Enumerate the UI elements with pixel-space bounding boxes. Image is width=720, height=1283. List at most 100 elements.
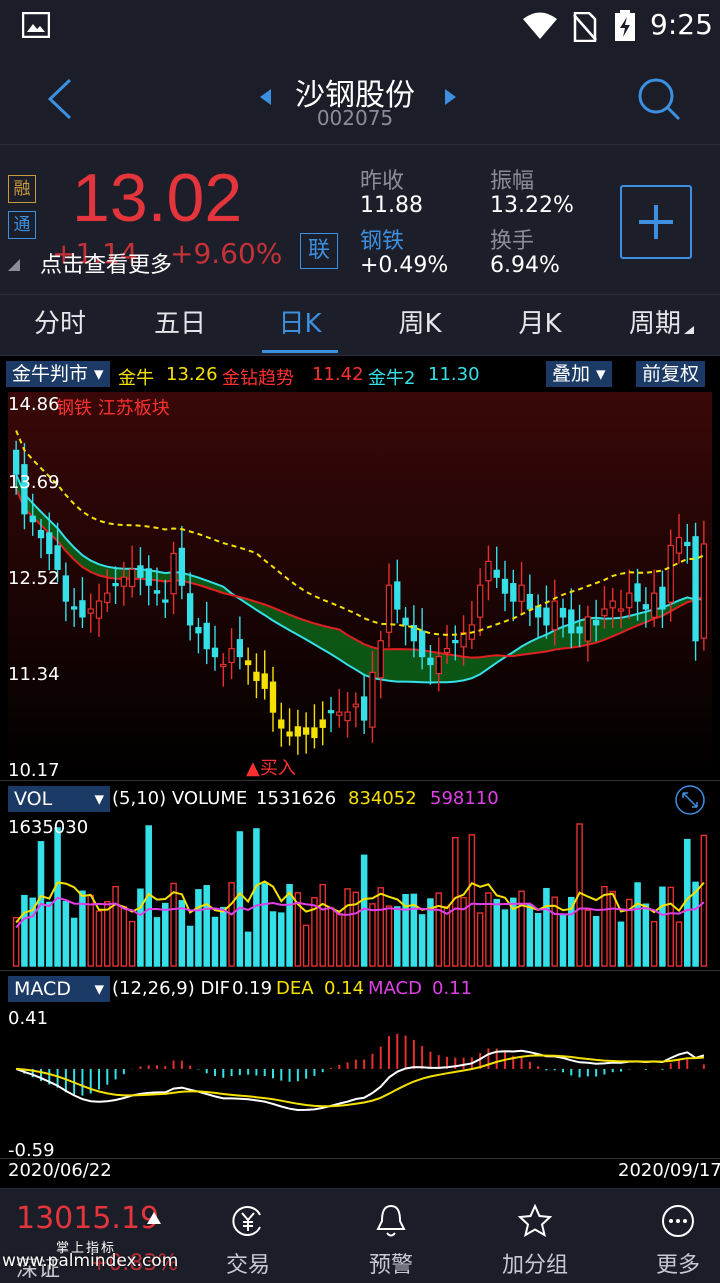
trade-button[interactable]: 交易	[176, 1189, 320, 1281]
sector-label[interactable]: 钢铁	[360, 229, 405, 254]
macd-dea: 0.14	[324, 978, 365, 999]
candle-body	[228, 648, 235, 664]
indicator-selector[interactable]: 金牛判市 ▾	[6, 361, 110, 387]
candle-body	[278, 719, 285, 729]
back-button[interactable]	[44, 78, 74, 120]
macd-chart[interactable]	[0, 1006, 720, 1156]
candles	[12, 440, 708, 755]
kline-chart[interactable]	[0, 392, 720, 778]
candle-body	[319, 719, 326, 728]
volume-bar	[352, 891, 360, 967]
volume-bar	[402, 893, 409, 967]
index-ticker[interactable]: 13015.19 掌上指标 深证 +0.83% www.palmindex.co…	[0, 1189, 200, 1282]
amplitude-value: 13.22%	[490, 193, 574, 218]
related-button[interactable]: 联	[300, 233, 338, 269]
candle-body	[62, 575, 70, 602]
candle-body	[344, 711, 351, 722]
jinniu2-label: 金牛2	[368, 368, 416, 389]
search-icon[interactable]	[636, 76, 682, 122]
tab-period[interactable]: 周期	[628, 309, 681, 339]
add-group-label: 加分组	[501, 1253, 568, 1278]
add-watchlist-button[interactable]	[620, 185, 692, 259]
kline-tick-0: 14.86	[8, 394, 60, 415]
volume-bar	[220, 906, 227, 967]
candle-body	[112, 583, 119, 587]
no-sim-icon	[573, 12, 597, 42]
more-info-link[interactable]: 点击查看更多	[40, 253, 173, 278]
candle-body	[584, 616, 592, 642]
dea-line	[16, 1054, 704, 1108]
candle-body	[211, 647, 219, 658]
alert-button[interactable]: 预警	[319, 1189, 463, 1281]
volume-bar	[460, 896, 467, 967]
candle-body	[452, 640, 459, 644]
candle-body	[526, 593, 534, 610]
macd-selector[interactable]: MACD ▾	[8, 976, 110, 1002]
volume-bar	[87, 894, 94, 967]
volume-bar	[592, 915, 600, 967]
candle-body	[692, 536, 699, 642]
candle-body	[518, 584, 525, 602]
index-value: 13015.19	[16, 1201, 160, 1236]
adjust-button[interactable]: 前复权	[636, 361, 706, 387]
yen-exchange-icon	[232, 1206, 261, 1236]
trend-band	[16, 474, 704, 683]
period-tabs: 分时 五日 日K 周K 月K 周期	[0, 294, 720, 356]
candle-body	[244, 660, 252, 666]
tab-daily-k[interactable]: 日K	[278, 309, 322, 339]
candle-body	[54, 545, 61, 570]
volume-bar	[178, 900, 186, 967]
amplitude-label: 振幅	[490, 169, 535, 194]
date-end: 2020/09/17	[618, 1160, 720, 1181]
add-group-button[interactable]: 加分组	[463, 1189, 607, 1281]
candle-body	[352, 703, 360, 708]
more-button[interactable]: 更多	[606, 1189, 720, 1281]
candle-body	[601, 608, 608, 617]
volume-bar	[518, 890, 525, 967]
candle-body	[435, 655, 442, 675]
volume-bar	[211, 916, 219, 967]
tab-intraday[interactable]: 分时	[33, 309, 86, 339]
turnover-value: 6.94%	[490, 253, 560, 278]
candle-body	[70, 606, 78, 610]
volume-selector[interactable]: VOL ▾	[8, 786, 110, 812]
candle-body	[418, 630, 426, 658]
tab-monthly-k[interactable]: 月K	[518, 309, 562, 339]
volume-bar	[319, 883, 326, 967]
expand-icon[interactable]	[674, 784, 706, 816]
candle-body	[626, 592, 633, 609]
candle-body	[128, 568, 136, 588]
candle-body	[104, 592, 111, 604]
candle-body	[37, 529, 45, 539]
kline-tick-3: 11.34	[8, 664, 60, 685]
volume-bar	[336, 912, 343, 967]
volume-chart[interactable]	[0, 816, 720, 970]
candle-body	[286, 731, 293, 737]
volume-bar	[95, 910, 103, 967]
volume-bar	[253, 828, 260, 967]
candle-body	[253, 671, 260, 681]
volume-bar	[675, 921, 683, 967]
candle-body	[385, 584, 393, 633]
volume-bar	[162, 902, 169, 967]
tab-five-day[interactable]: 五日	[153, 309, 206, 339]
tab-weekly-k[interactable]: 周K	[398, 309, 442, 339]
volume-bar	[261, 883, 268, 967]
candle-body	[153, 590, 161, 594]
next-stock-icon[interactable]	[444, 88, 458, 106]
bell-icon	[376, 1204, 406, 1237]
badge-rong: 融	[8, 175, 36, 203]
nav-bar: 沙钢股份 002075	[0, 52, 720, 144]
macd-header	[0, 970, 720, 1007]
overlay-button[interactable]: 叠加 ▾	[546, 361, 612, 387]
volume-bar	[568, 896, 575, 967]
volume-bar	[170, 882, 177, 967]
volume-ma10: 598110	[430, 788, 499, 809]
macd-bars	[23, 1033, 705, 1096]
candle-body	[137, 565, 144, 578]
kline-tick-1: 13.69	[8, 472, 60, 493]
volume-bar	[468, 834, 476, 967]
candle-body	[427, 657, 434, 666]
volume-bar	[609, 890, 616, 967]
prev-stock-icon[interactable]	[258, 88, 272, 106]
